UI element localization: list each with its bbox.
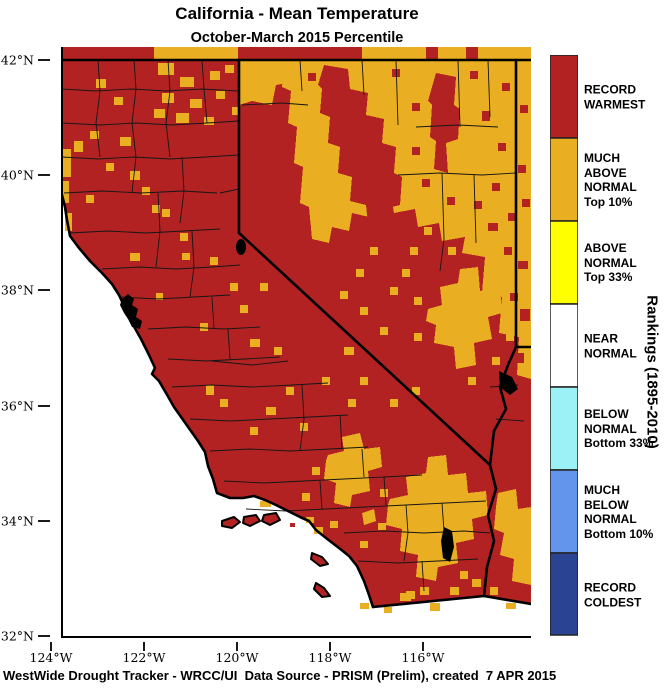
legend-label-record-coldest: RECORD COLDEST bbox=[584, 580, 642, 609]
x-axis-line bbox=[61, 636, 531, 638]
map-plot bbox=[62, 47, 531, 637]
legend-swatch-near-normal bbox=[550, 303, 578, 388]
lake-mead bbox=[499, 371, 518, 395]
ca-nv-border-diagonal bbox=[237, 231, 492, 467]
legend-swatch-record-warmest bbox=[550, 55, 578, 139]
lat-tick-mark bbox=[38, 520, 50, 522]
lat-tick-label: 32°N bbox=[0, 628, 34, 644]
legend-swatch-record-coldest bbox=[550, 552, 578, 636]
california-map bbox=[62, 47, 531, 637]
much-above-normal-region bbox=[62, 47, 531, 613]
lon-tick-label: 116°W bbox=[401, 650, 445, 665]
record-warmest-patches bbox=[308, 65, 530, 363]
lon-tick-label: 120°W bbox=[215, 650, 259, 665]
legend-swatch-below bbox=[550, 386, 578, 471]
lon-tick-label: 124°W bbox=[29, 650, 73, 665]
y-axis-line bbox=[61, 47, 63, 638]
lat-tick-mark bbox=[38, 405, 50, 407]
page-subtitle: October-March 2015 Percentile bbox=[190, 30, 404, 46]
lon-tick-mark bbox=[422, 642, 424, 651]
lat-tick-label: 34°N bbox=[0, 513, 34, 529]
legend-swatch-above bbox=[550, 220, 578, 305]
channel-islands bbox=[221, 512, 331, 598]
legend-color-bar bbox=[550, 55, 578, 636]
legend-axis-title: Rankings (1895-2010) bbox=[643, 295, 661, 449]
legend-label-record-warmest: RECORD WARMEST bbox=[584, 82, 646, 111]
lat-tick-mark bbox=[38, 289, 50, 291]
page-title: California - Mean Temperature bbox=[175, 4, 419, 23]
lat-tick-label: 42°N bbox=[0, 52, 34, 68]
lon-tick-mark bbox=[50, 642, 52, 651]
lon-tick-mark bbox=[236, 642, 238, 651]
lon-tick-label: 122°W bbox=[122, 650, 166, 665]
legend-label-above: ABOVE NORMAL Top 33% bbox=[584, 241, 637, 285]
lake-tahoe bbox=[236, 239, 246, 255]
lat-tick-label: 38°N bbox=[0, 282, 34, 298]
legend-label-much-above: MUCH ABOVE NORMAL Top 10% bbox=[584, 150, 637, 209]
lat-tick-mark bbox=[38, 635, 50, 637]
lat-tick-mark bbox=[38, 174, 50, 176]
salton-sea bbox=[441, 527, 454, 562]
legend-swatch-much-below bbox=[550, 469, 578, 554]
coastline bbox=[62, 193, 375, 609]
mexico-border-line bbox=[371, 594, 531, 609]
water-bodies bbox=[120, 239, 518, 562]
legend-swatch-much-above bbox=[550, 137, 578, 222]
lon-tick-mark bbox=[329, 642, 331, 651]
lat-tick-mark bbox=[38, 59, 50, 61]
state-borders bbox=[62, 58, 531, 609]
san-francisco-bay bbox=[120, 294, 142, 329]
footer-credit: WestWide Drought Tracker - WRCC/UI Data … bbox=[3, 668, 557, 683]
legend-label-much-below: MUCH BELOW NORMAL Bottom 10% bbox=[584, 482, 654, 541]
lon-tick-label: 118°W bbox=[308, 650, 352, 665]
lat-tick-label: 40°N bbox=[0, 167, 34, 183]
legend-label-below: BELOW NORMAL Bottom 33% bbox=[584, 407, 654, 451]
lon-tick-mark bbox=[143, 642, 145, 651]
lat-tick-label: 36°N bbox=[0, 398, 34, 414]
legend-label-near-normal: NEAR NORMAL bbox=[584, 331, 637, 360]
